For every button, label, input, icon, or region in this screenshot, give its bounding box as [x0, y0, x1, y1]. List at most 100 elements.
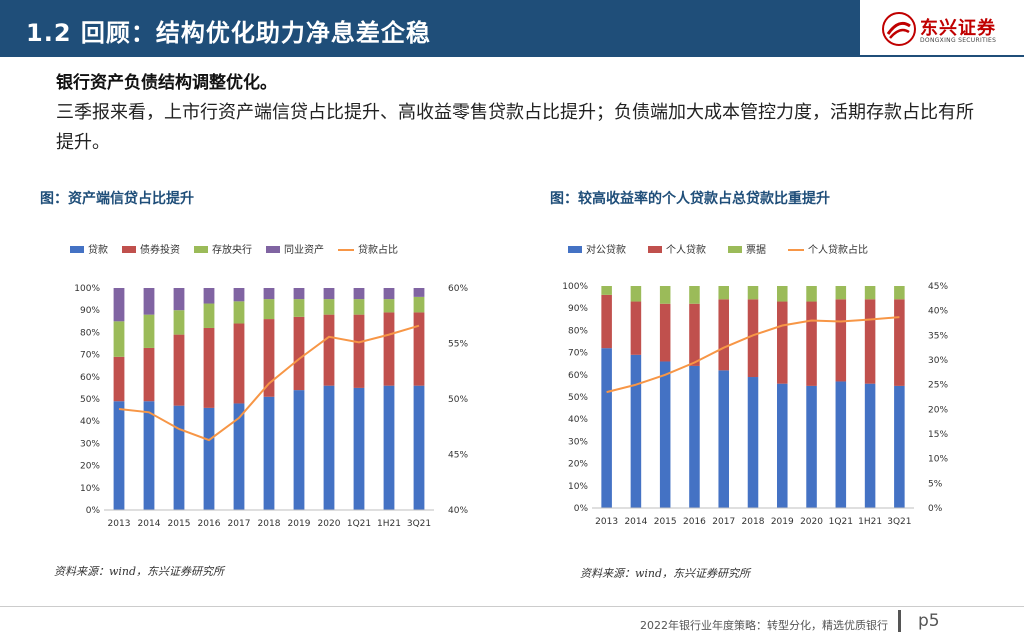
bar-segment — [806, 385, 817, 508]
y-tick-label: 20% — [80, 462, 100, 472]
y-tick-label: 80% — [568, 326, 588, 336]
bar-segment — [718, 370, 729, 508]
y-tick-label: 30% — [80, 439, 100, 449]
legend-label: 贷款占比 — [358, 243, 398, 256]
bar-segment — [747, 299, 759, 378]
page-title: 1.2 回顾：结构优化助力净息差企稳 — [26, 19, 431, 47]
y-tick-label: 70% — [568, 349, 588, 359]
bar-segment — [894, 385, 905, 508]
bar-segment — [630, 354, 642, 508]
bar-segment — [263, 396, 275, 510]
bar-segment — [293, 390, 305, 510]
bar-segment — [630, 301, 642, 355]
bar-segment — [689, 303, 700, 366]
bar-segment — [233, 301, 245, 324]
x-tick-label: 2016 — [198, 519, 221, 529]
bar-segment — [747, 286, 759, 300]
y-tick-label: 0% — [574, 504, 589, 514]
y-tick-label: 50% — [568, 393, 588, 403]
bar-segment — [864, 286, 876, 300]
line-series — [606, 316, 900, 394]
bar-segment — [864, 383, 876, 508]
x-tick-label: 2014 — [138, 519, 161, 529]
chart-svg: 对公贷款 个人贷款 票据 个人贷款占比 0% 10% 20% 30% 40% 50% 60% 70% 8… — [562, 243, 948, 527]
bar-segment — [835, 299, 847, 382]
logo-mark-icon — [882, 12, 916, 46]
bar-segment — [413, 296, 425, 313]
y-tick-label: 10% — [568, 482, 588, 492]
bar-segment — [203, 288, 215, 304]
bar-segment — [323, 314, 335, 386]
y2-tick-label: 0% — [928, 504, 943, 514]
figure-title-left: 图：资产端信贷占比提升 — [40, 191, 194, 207]
bar-segment — [383, 312, 395, 386]
y-tick-label: 10% — [80, 484, 100, 494]
x-tick-label: 2015 — [654, 517, 677, 527]
title-rule — [860, 55, 1024, 57]
bar-segment — [203, 327, 215, 408]
y-tick-label: 40% — [568, 415, 588, 425]
bar-segment — [323, 288, 335, 300]
x-tick-label: 1Q21 — [347, 519, 371, 529]
x-tick-label: 2013 — [595, 517, 618, 527]
y-tick-label: 80% — [80, 328, 100, 338]
bar-segment — [353, 314, 365, 388]
bar-segment — [689, 286, 700, 304]
bar-segment — [806, 286, 817, 302]
x-tick-label: 3Q21 — [407, 519, 431, 529]
bar-segment — [835, 381, 847, 508]
legend-swatch — [70, 246, 84, 253]
figure-title-right: 图：较高收益率的个人贷款占总贷款比重提升 — [550, 191, 830, 207]
bar-segment — [413, 288, 425, 297]
title-bar: 1.2 回顾：结构优化助力净息差企稳 — [0, 0, 860, 57]
bar-segment — [383, 288, 395, 300]
legend-swatch — [194, 246, 208, 253]
bar-segment — [718, 286, 729, 300]
y-tick-label: 60% — [568, 371, 588, 381]
y2-tick-label: 15% — [928, 430, 948, 440]
y-tick-label: 50% — [80, 395, 100, 405]
bar-segment — [263, 319, 275, 397]
x-tick-label: 3Q21 — [887, 517, 911, 527]
bar-segment — [413, 312, 425, 386]
chart-loan-structure: 对公贷款 个人贷款 票据 个人贷款占比 0% 10% 20% 30% 40% 50% 60% 70% 8… — [548, 234, 988, 534]
bar-segment — [173, 334, 185, 406]
company-logo: 东兴证券 DONGXING SECURITIES — [882, 10, 1012, 50]
bar-segment — [293, 316, 305, 391]
x-tick-label: 2015 — [168, 519, 191, 529]
x-tick-label: 2018 — [742, 517, 765, 527]
bar-segment — [233, 288, 245, 302]
bar-segment — [263, 299, 275, 320]
legend-label: 存放央行 — [212, 243, 252, 256]
legend-swatch — [728, 246, 742, 253]
bar-segment — [894, 299, 905, 386]
legend-swatch — [568, 246, 582, 253]
bar-segment — [777, 286, 788, 302]
y2-tick-label: 45% — [448, 451, 468, 461]
y2-tick-label: 60% — [448, 284, 468, 294]
x-tick-label: 1H21 — [377, 519, 401, 529]
bar-segment — [233, 323, 245, 404]
logo-subtext: DONGXING SECURITIES — [920, 37, 997, 44]
bar-segment — [323, 299, 335, 315]
bar-segment — [353, 299, 365, 315]
legend-swatch — [122, 246, 136, 253]
y-tick-label: 60% — [80, 373, 100, 383]
bar-segment — [383, 385, 395, 510]
line-series — [118, 324, 420, 442]
bar-segment — [747, 377, 759, 508]
bar-segment — [203, 303, 215, 328]
bar-segment — [113, 288, 125, 322]
bar-segment — [293, 299, 305, 317]
y2-tick-label: 40% — [448, 506, 468, 516]
bar-segment — [203, 407, 215, 510]
bar-segment — [806, 301, 817, 386]
x-tick-label: 1H21 — [858, 517, 882, 527]
y2-tick-label: 5% — [928, 479, 943, 489]
bar-segment — [835, 286, 847, 300]
footer-text: 2022年银行业年度策略：转型分化，精选优质银行 — [640, 619, 888, 632]
chart-svg: 贷款 债券投资 存放央行 同业资产 贷款占比 0% 10% 20% 30% 40% 50% 60% 70… — [70, 243, 468, 529]
bar-segment — [659, 303, 671, 362]
bar-segment — [113, 321, 125, 357]
bar-segment — [353, 387, 365, 510]
